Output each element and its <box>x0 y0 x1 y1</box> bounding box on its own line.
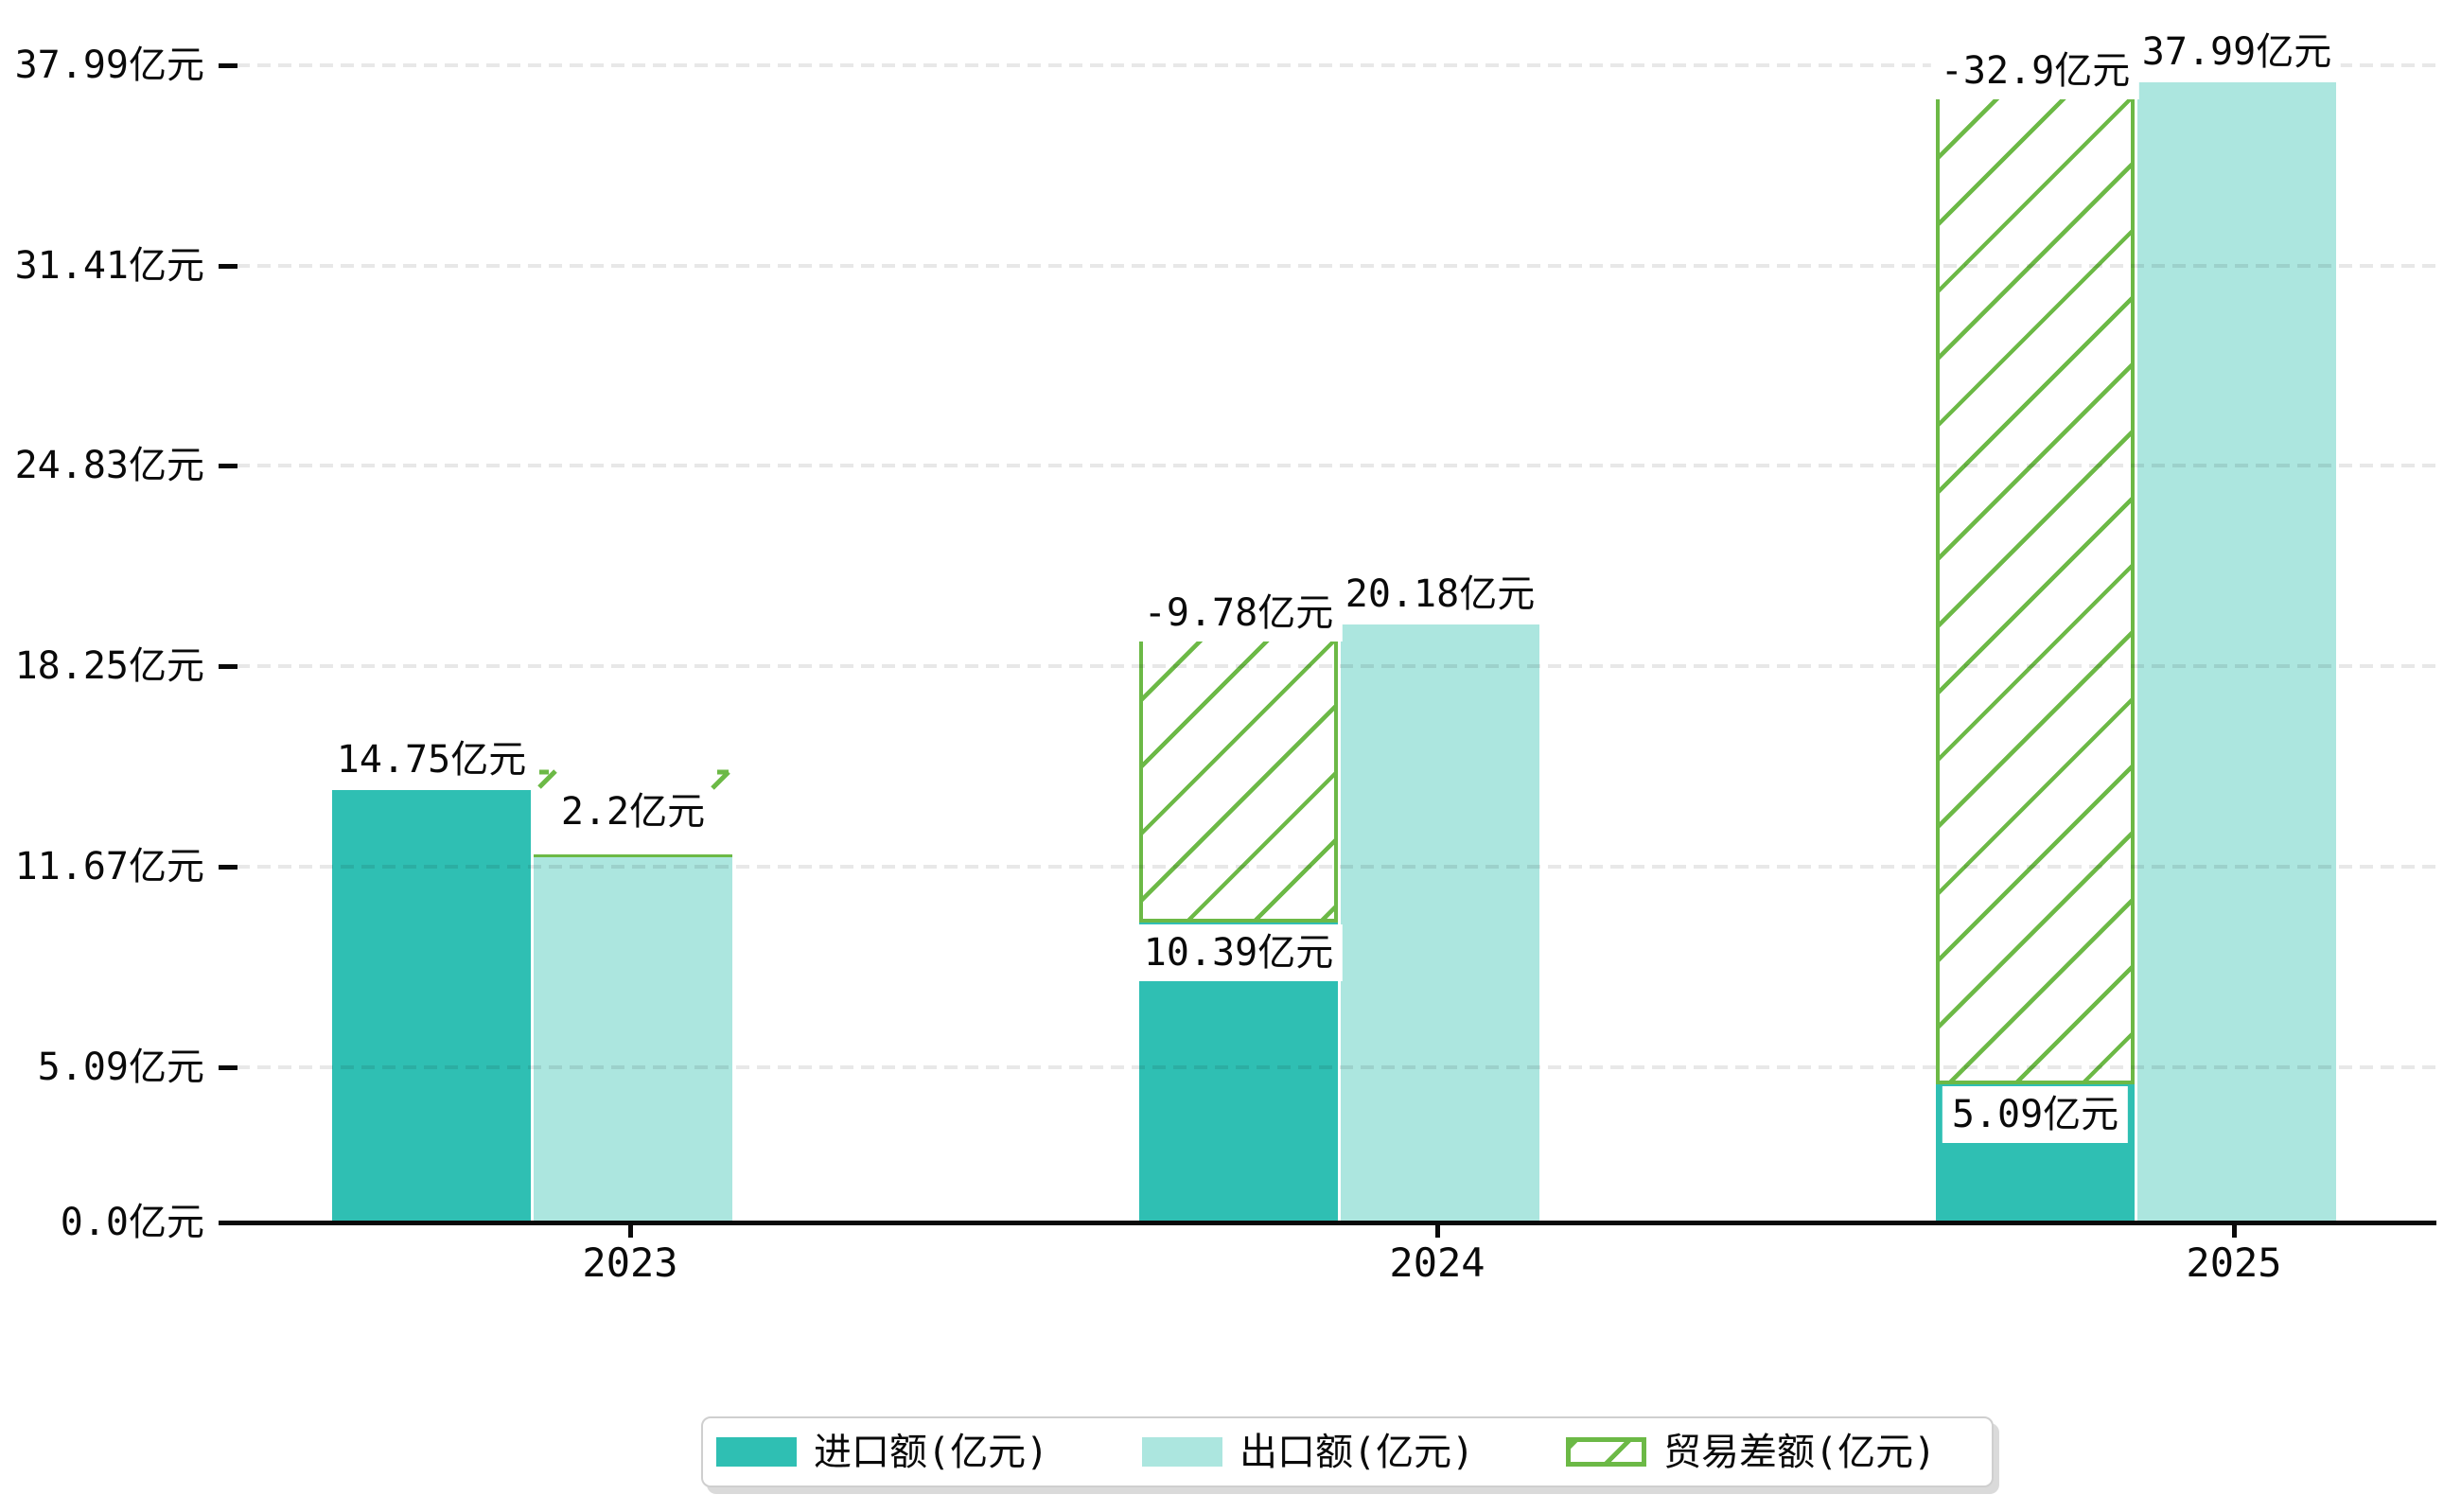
x-axis-label-2024: 2024 <box>1389 1239 1485 1286</box>
y-tick-mark <box>219 865 237 870</box>
y-tick-mark <box>219 263 237 269</box>
gridline <box>237 62 2436 67</box>
y-axis-tick-label: 37.99亿元 <box>14 43 204 87</box>
hatch-trade-balance-2025 <box>1936 81 2135 1085</box>
legend-item-import[interactable]: 进口额(亿元) <box>716 1418 1048 1486</box>
x-tick-mark <box>1435 1223 1440 1238</box>
hatch-corner-right-icon <box>706 767 730 794</box>
y-tick-mark <box>219 1065 237 1071</box>
x-tick-mark <box>2232 1223 2237 1238</box>
legend-label-export: 出口额(亿元) <box>1239 1430 1475 1474</box>
y-tick-mark <box>219 464 237 469</box>
value-label-trade-balance-2025: -32.9亿元 <box>1930 42 2140 99</box>
x-axis-label-2023: 2023 <box>582 1239 678 1286</box>
bar-export-2025 <box>2137 81 2336 1222</box>
legend-item-trade-balance[interactable]: 贸易差额(亿元) <box>1566 1418 1936 1486</box>
value-label-export-2024: 20.18亿元 <box>1335 566 1545 624</box>
legend-swatch-export <box>1142 1437 1222 1467</box>
gridline <box>237 464 2436 468</box>
hatch-corner-left-icon <box>536 767 560 794</box>
bar-export-2023 <box>534 856 732 1222</box>
value-label-export-2025: 37.99亿元 <box>2132 23 2342 80</box>
gridline <box>237 865 2436 870</box>
legend: 进口额(亿元) 出口额(亿元) 贸易差额(亿元) <box>701 1416 1994 1487</box>
y-axis-tick-label: 31.41亿元 <box>14 243 204 288</box>
x-axis-label-2025: 2025 <box>2186 1239 2282 1286</box>
legend-label-import: 进口额(亿元) <box>814 1430 1049 1474</box>
y-axis-tick-label: 24.83亿元 <box>14 444 204 488</box>
y-tick-mark <box>219 62 237 68</box>
bar-import-2023 <box>332 790 531 1222</box>
y-axis-tick-label: 18.25亿元 <box>14 644 204 689</box>
x-axis-line <box>222 1221 2436 1225</box>
gridline <box>237 1065 2436 1070</box>
hatch-trade-balance-2024 <box>1139 624 1338 923</box>
legend-swatch-import <box>716 1437 797 1467</box>
gridline <box>237 664 2436 669</box>
y-axis-tick-label: 5.09亿元 <box>37 1046 204 1090</box>
y-axis-tick-label: 0.0亿元 <box>60 1201 204 1244</box>
value-label-import-2025: 5.09亿元 <box>1942 1086 2129 1144</box>
legend-item-export[interactable]: 出口额(亿元) <box>1142 1418 1474 1486</box>
legend-swatch-trade-balance-hatch-icon <box>1566 1437 1646 1467</box>
y-tick-mark <box>219 664 237 670</box>
x-tick-mark <box>628 1223 633 1238</box>
value-label-trade-balance-2024: -9.78亿元 <box>1134 585 1344 642</box>
y-axis-tick-label: 11.67亿元 <box>14 845 204 889</box>
value-label-import-2024: 10.39亿元 <box>1134 924 1344 982</box>
value-label-import-2023: 14.75亿元 <box>326 731 536 789</box>
legend-label-trade-balance: 贸易差额(亿元) <box>1663 1430 1937 1474</box>
bar-export-2024 <box>1341 624 1539 1222</box>
value-label-trade-balance-2023: 2.2亿元 <box>534 769 732 854</box>
gridline <box>237 263 2436 268</box>
